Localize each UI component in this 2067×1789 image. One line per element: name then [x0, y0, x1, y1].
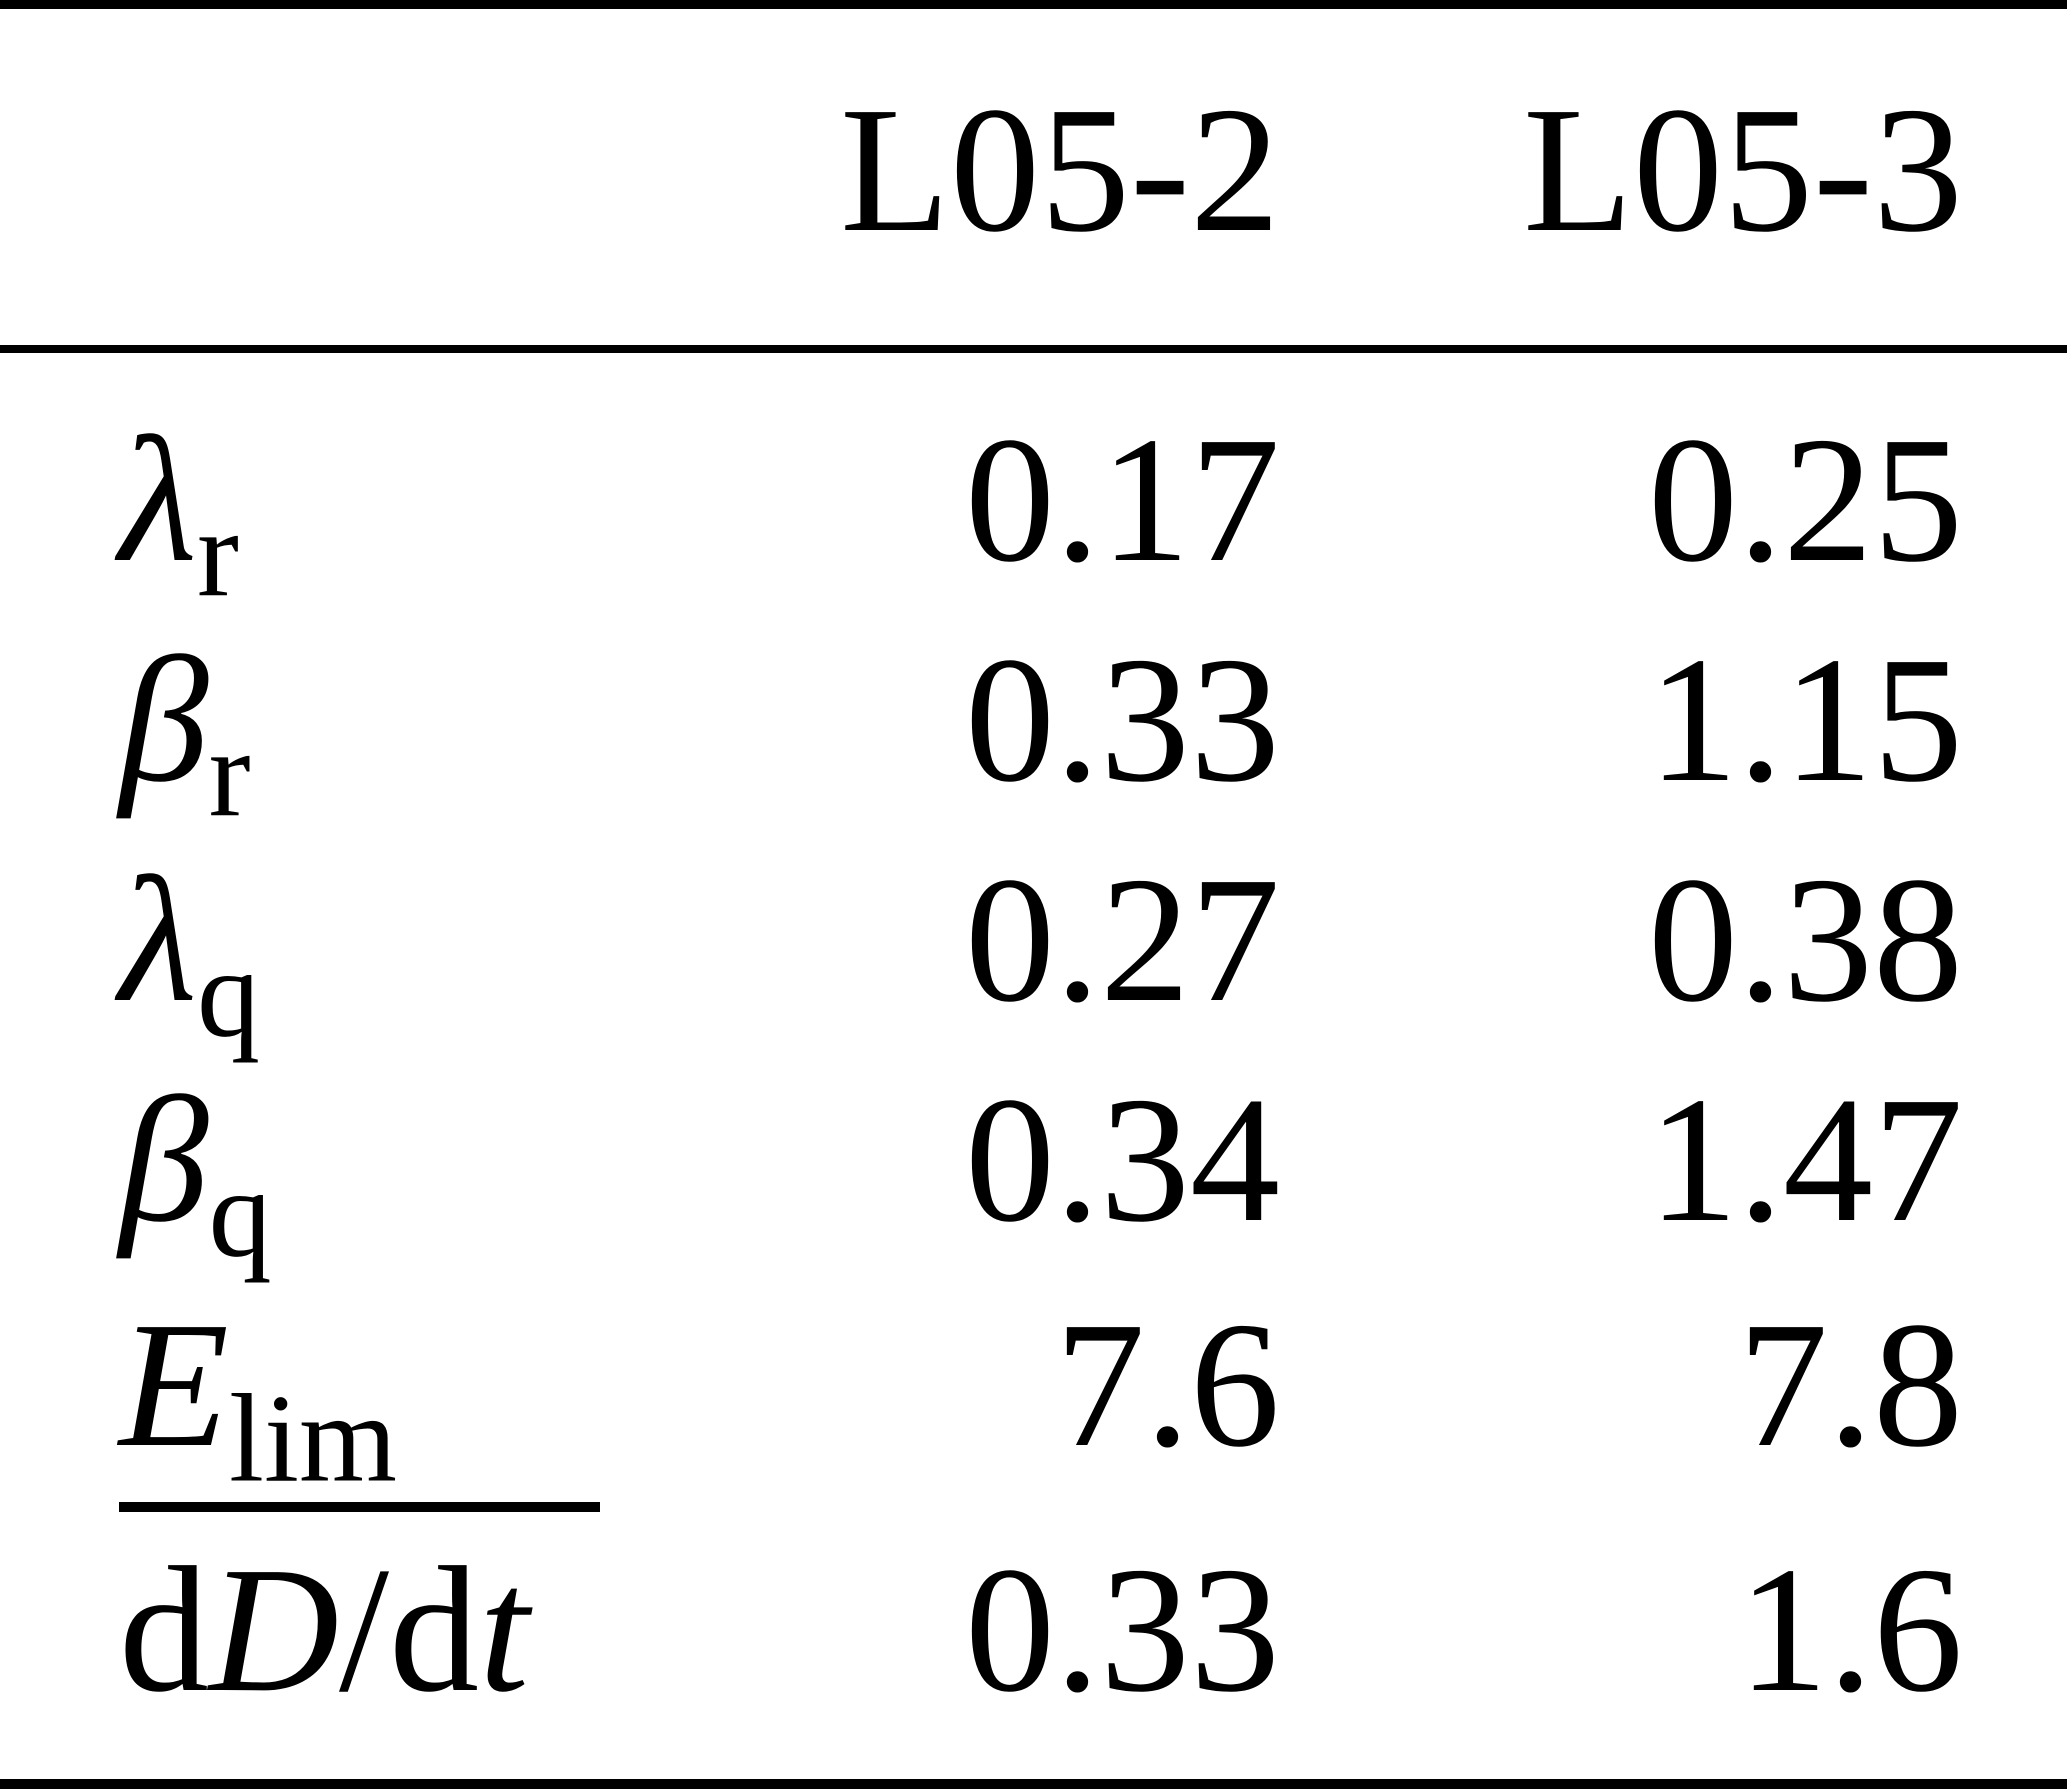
table-row-dD-dt: dD/dt 0.33 1.6 [0, 1530, 2067, 1730]
label-symbol: β [119, 620, 209, 819]
label-symbol: D [209, 1530, 339, 1729]
row-label-lambda-r: λr [119, 400, 589, 623]
cell-E-lim-L05-2: 7.6 [1055, 1285, 1280, 1484]
row-label-E-lim: Elim [119, 1285, 589, 1508]
column-header-L05-2: L05-2 [840, 70, 1280, 269]
table-row-beta-q: βq 0.34 1.47 [0, 1060, 2067, 1283]
cell-lambda-r-L05-3: 0.25 [1648, 400, 1963, 599]
label-subscript: r [196, 484, 239, 624]
label-symbol: E [119, 1285, 229, 1484]
table-row-beta-r: βr 0.33 1.15 [0, 620, 2067, 843]
label-symbol: λ [119, 400, 197, 599]
label-symbol: d [389, 1530, 480, 1729]
label-subscript: r [208, 704, 251, 844]
cell-lambda-r-L05-2: 0.17 [965, 400, 1280, 599]
cell-dD-dt-L05-2: 0.33 [965, 1530, 1280, 1729]
cell-E-lim-L05-3: 7.8 [1738, 1285, 1963, 1484]
row-label-beta-r: βr [119, 620, 589, 843]
label-symbol: d [119, 1530, 209, 1729]
table-row-lambda-r: λr 0.17 0.25 [0, 400, 2067, 623]
cell-dD-dt-L05-3: 1.6 [1738, 1530, 1963, 1729]
table-row-lambda-q: λq 0.27 0.38 [0, 840, 2067, 1063]
label-subscript: lim [228, 1369, 397, 1509]
label-symbol: λ [119, 840, 197, 1039]
elim-underline-rule [119, 1502, 600, 1512]
cell-beta-q-L05-3: 1.47 [1648, 1060, 1963, 1259]
top-rule [0, 0, 2067, 9]
header-separator-rule [0, 345, 2067, 353]
table-row-E-lim: Elim 7.6 7.8 [0, 1285, 2067, 1508]
bottom-rule [0, 1779, 2067, 1789]
cell-beta-r-L05-3: 1.15 [1648, 620, 1963, 819]
row-label-dD-dt: dD/dt [119, 1530, 589, 1730]
column-header-L05-3: L05-3 [1523, 70, 1963, 269]
label-symbol: β [119, 1060, 209, 1259]
label-symbol: t [479, 1530, 530, 1729]
row-label-beta-q: βq [119, 1060, 589, 1283]
cell-lambda-q-L05-3: 0.38 [1648, 840, 1963, 1039]
label-subscript: q [196, 924, 260, 1064]
row-label-lambda-q: λq [119, 840, 589, 1063]
cell-beta-r-L05-2: 0.33 [965, 620, 1280, 819]
label-subscript: q [208, 1144, 272, 1284]
cell-beta-q-L05-2: 0.34 [965, 1060, 1280, 1259]
label-symbol: / [339, 1530, 390, 1729]
cell-lambda-q-L05-2: 0.27 [965, 840, 1280, 1039]
